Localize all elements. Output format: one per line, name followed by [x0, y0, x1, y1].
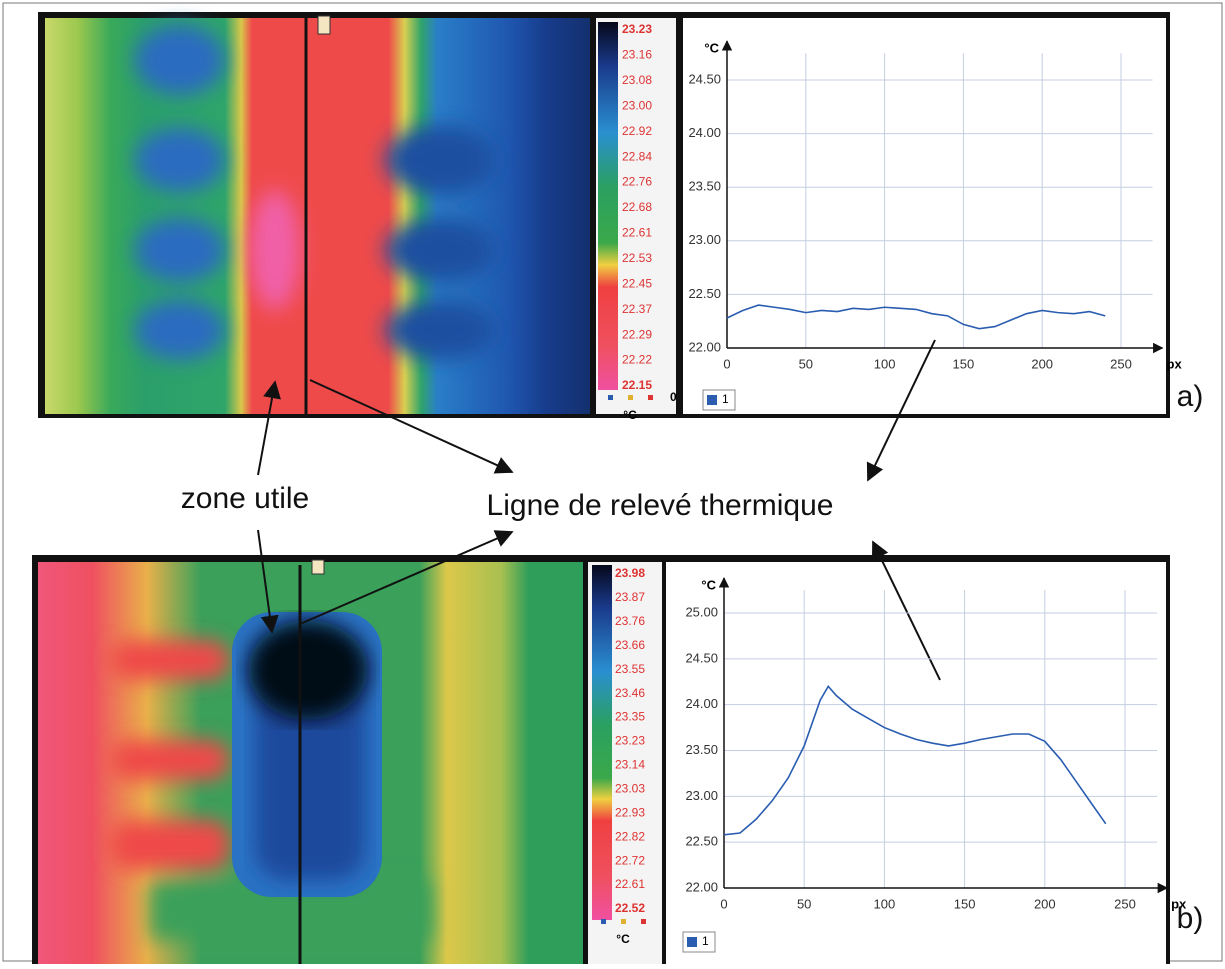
colorbar-label: 23.00	[622, 98, 652, 112]
y-tick-label: 22.50	[688, 286, 721, 301]
colorbar-label: 22.15	[622, 378, 652, 392]
x-axis-label: px	[1167, 356, 1183, 371]
x-tick-label: 0	[720, 896, 727, 911]
y-tick-label: 23.50	[688, 179, 721, 194]
x-tick-label: 50	[797, 896, 811, 911]
colorbar-label: 22.82	[615, 829, 645, 843]
colorbar-label: 22.76	[622, 175, 652, 189]
colorbar-label: 23.08	[622, 73, 652, 87]
panel-b	[32, 555, 1170, 964]
colorbar-swatch	[628, 395, 633, 400]
legend-label: 1	[722, 392, 729, 406]
colorbar-label: 23.46	[615, 686, 645, 700]
x-axis-label: px	[1171, 896, 1187, 911]
x-tick-label: 150	[953, 356, 975, 371]
x-tick-label: 250	[1114, 896, 1136, 911]
colorbar	[598, 22, 618, 390]
colorbar-label: 23.98	[615, 566, 645, 580]
colorbar-label: 23.55	[615, 662, 645, 676]
colorbar-label: 22.92	[622, 124, 652, 138]
colorbar-label: 23.76	[615, 614, 645, 628]
annotation: Ligne de relevé thermique	[487, 489, 834, 522]
colorbar-label: 22.52	[615, 901, 645, 915]
colorbar-label: 22.53	[622, 251, 652, 265]
colorbar-label: 22.93	[615, 805, 645, 819]
colorbar-label: 23.23	[615, 734, 645, 748]
colorbar-swatch	[648, 395, 653, 400]
y-axis-label: °C	[701, 578, 716, 593]
data-line	[726, 304, 1106, 330]
data-line	[723, 684, 1107, 836]
chart-panel	[683, 18, 1166, 414]
colorbar-label: 22.61	[615, 877, 645, 891]
colorbar-label: 23.16	[622, 48, 652, 62]
legend-label: 1	[702, 934, 709, 948]
y-axis-label: °C	[704, 41, 719, 56]
colorbar-label: 22.45	[622, 276, 652, 290]
x-tick-label: 200	[1034, 896, 1056, 911]
colorbar-counter: 0	[670, 390, 677, 404]
colorbar-swatch	[608, 395, 613, 400]
y-tick-label: 25.00	[685, 604, 718, 619]
colorbar-label: 23.66	[615, 638, 645, 652]
colorbar-unit: °C	[616, 932, 630, 946]
panel-label: a)	[1177, 380, 1204, 413]
colorbar-label: 22.68	[622, 200, 652, 214]
x-tick-label: 200	[1031, 356, 1053, 371]
colorbar-label: 22.61	[622, 226, 652, 240]
colorbar-swatch	[641, 919, 646, 924]
colorbar-label: 22.29	[622, 327, 652, 341]
colorbar	[592, 565, 612, 920]
x-tick-label: 50	[799, 356, 813, 371]
y-tick-label: 24.50	[688, 71, 721, 86]
y-tick-label: 23.00	[685, 788, 718, 803]
colorbar-label: 22.22	[622, 353, 652, 367]
y-tick-label: 23.00	[688, 232, 721, 247]
x-tick-label: 100	[874, 896, 896, 911]
colorbar-label: 22.84	[622, 149, 652, 163]
colorbar-label: 23.14	[615, 758, 645, 772]
y-tick-label: 24.00	[688, 125, 721, 140]
legend-swatch	[707, 395, 717, 405]
arrows	[257, 339, 941, 681]
y-tick-label: 22.50	[685, 834, 718, 849]
x-tick-label: 100	[874, 356, 896, 371]
colorbar-label: 23.03	[615, 782, 645, 796]
y-tick-label: 22.00	[685, 879, 718, 894]
colorbar-swatch	[601, 919, 606, 924]
colorbar-label: 23.23	[622, 22, 652, 36]
thermal-image	[45, 18, 590, 414]
x-tick-label: 250	[1110, 356, 1132, 371]
annotation: zone utile	[181, 482, 309, 515]
legend-swatch	[687, 937, 697, 947]
y-tick-label: 24.50	[685, 650, 718, 665]
colorbar-unit: °C	[623, 408, 637, 422]
y-tick-label: 24.00	[685, 696, 718, 711]
panel-label: b)	[1177, 902, 1204, 935]
colorbar-label: 22.72	[615, 853, 645, 867]
colorbar-label: 23.35	[615, 710, 645, 724]
chart-panel	[666, 562, 1166, 964]
colorbar-label: 23.87	[615, 590, 645, 604]
colorbar-swatch	[621, 919, 626, 924]
x-tick-label: 150	[954, 896, 976, 911]
y-tick-label: 23.50	[685, 742, 718, 757]
x-tick-label: 0	[723, 356, 730, 371]
y-tick-label: 22.00	[688, 339, 721, 354]
colorbar-label: 22.37	[622, 302, 652, 316]
panel-a	[38, 12, 1170, 418]
